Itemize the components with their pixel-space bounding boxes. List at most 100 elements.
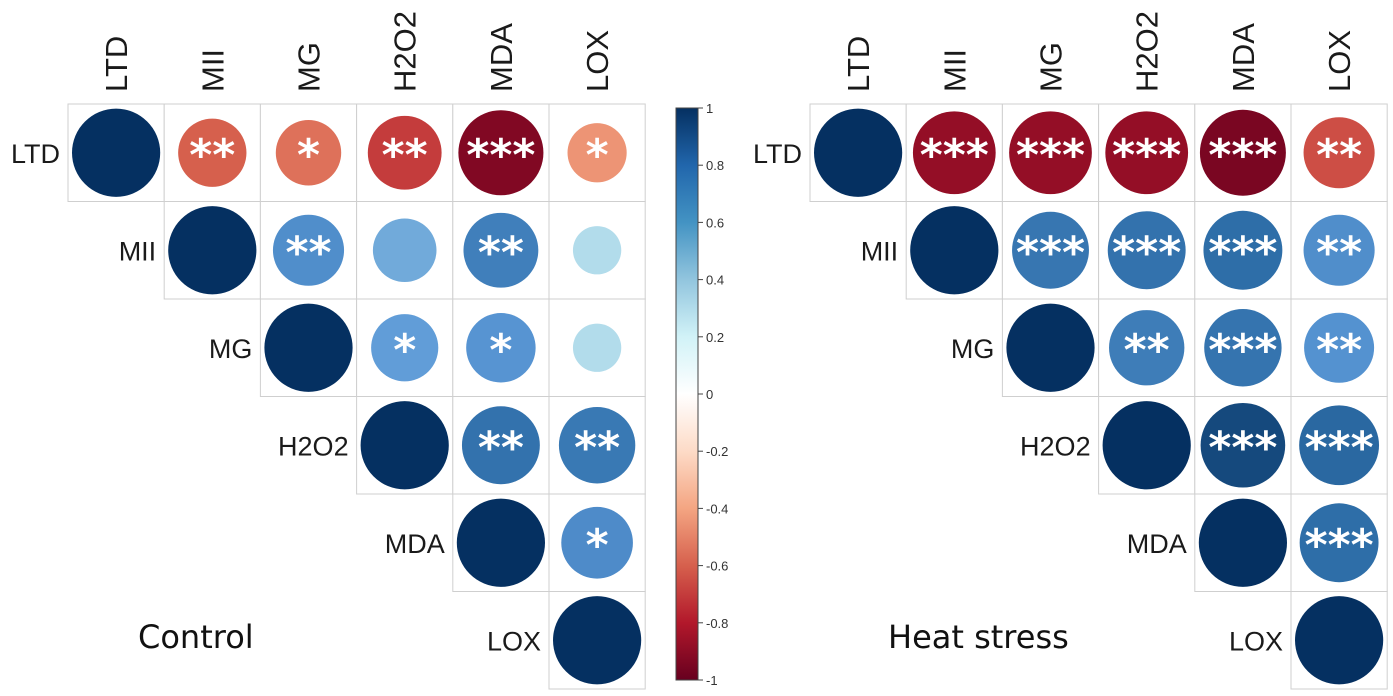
corr-circle-mii-mii bbox=[168, 206, 257, 295]
corr-circle-mii-lox bbox=[1303, 214, 1375, 286]
column-label-mda: MDA bbox=[484, 23, 519, 92]
corr-circle-ltd-lox bbox=[1303, 117, 1375, 189]
panel-title: Control bbox=[138, 618, 254, 656]
corr-circle-ltd-mg bbox=[275, 120, 342, 186]
significance-stars: *** bbox=[1112, 227, 1181, 278]
colorbar: 1 0.8 0.6 0.4 0.2 0 -0.2 -0.4 -0.6 -0.8 -1 bbox=[675, 101, 728, 688]
corr-circle-lox-lox bbox=[553, 596, 642, 685]
significance-stars: *** bbox=[1016, 227, 1085, 278]
row-label-lox: LOX bbox=[487, 626, 541, 656]
column-label-mii: MII bbox=[937, 49, 972, 92]
corr-circle-mii-h2o2 bbox=[1107, 211, 1186, 290]
row-label-ltd: LTD bbox=[753, 139, 802, 169]
corr-circle-h2o2-lox bbox=[558, 407, 636, 484]
corr-circle-h2o2-h2o2 bbox=[360, 401, 449, 490]
column-label-h2o2: H2O2 bbox=[1130, 11, 1165, 92]
panel-title: Heat stress bbox=[888, 618, 1069, 656]
significance-stars: ** bbox=[574, 422, 620, 473]
corr-circle-ltd-lox bbox=[567, 123, 627, 183]
colorbar-tick-label: -0.2 bbox=[706, 444, 728, 459]
row-label-mda: MDA bbox=[385, 529, 445, 559]
corr-circle-mg-h2o2 bbox=[371, 314, 439, 382]
corr-circle-mii-mii bbox=[910, 206, 999, 295]
colorbar-tick-label: 0.4 bbox=[706, 273, 724, 288]
significance-stars: *** bbox=[1208, 227, 1277, 278]
significance-stars: *** bbox=[1016, 130, 1085, 181]
corr-circle-lox-lox bbox=[1295, 596, 1384, 685]
significance-stars: ** bbox=[1124, 325, 1170, 376]
row-label-mg: MG bbox=[951, 334, 995, 364]
corr-circle-h2o2-mda bbox=[1200, 402, 1286, 488]
corr-circle-ltd-h2o2 bbox=[367, 115, 442, 190]
column-label-mii: MII bbox=[195, 49, 230, 92]
significance-stars: ** bbox=[478, 227, 524, 278]
colorbar-gradient bbox=[675, 107, 699, 681]
corr-circle-ltd-h2o2 bbox=[1105, 111, 1189, 195]
column-label-h2o2: H2O2 bbox=[388, 11, 423, 92]
significance-stars: ** bbox=[1316, 227, 1362, 278]
corr-circle-ltd-ltd bbox=[814, 108, 903, 197]
corr-circle-mg-mda bbox=[466, 313, 536, 383]
corr-circle-mii-mda bbox=[1203, 210, 1283, 290]
corr-circle-ltd-mii bbox=[178, 118, 247, 187]
significance-stars: * bbox=[489, 325, 512, 376]
significance-stars: *** bbox=[1208, 130, 1277, 181]
colorbar-tick-label: 0.2 bbox=[706, 330, 724, 345]
significance-stars: ** bbox=[285, 227, 331, 278]
significance-stars: *** bbox=[1208, 422, 1277, 473]
significance-stars: * bbox=[297, 130, 320, 181]
colorbar-tick-label: 1 bbox=[706, 101, 713, 116]
corr-circle-mg-mg bbox=[1006, 303, 1095, 392]
row-label-mg: MG bbox=[209, 334, 253, 364]
corr-circle-mda-lox bbox=[1299, 503, 1379, 583]
corr-circle-ltd-mda bbox=[1199, 109, 1286, 196]
column-label-mda: MDA bbox=[1226, 23, 1261, 92]
colorbar-tick-label: 0 bbox=[706, 387, 713, 402]
corr-circle-mg-h2o2 bbox=[1109, 310, 1185, 386]
column-label-lox: LOX bbox=[580, 30, 615, 92]
colorbar-tick-label: -1 bbox=[706, 673, 718, 688]
colorbar-tick-label: -0.4 bbox=[706, 501, 728, 516]
significance-stars: * bbox=[586, 130, 609, 181]
column-label-ltd: LTD bbox=[99, 36, 134, 92]
significance-stars: *** bbox=[1305, 422, 1374, 473]
column-label-lox: LOX bbox=[1322, 30, 1357, 92]
corr-circle-ltd-mii bbox=[912, 111, 996, 195]
significance-stars: ** bbox=[382, 130, 428, 181]
row-label-mii: MII bbox=[119, 236, 157, 266]
colorbar-tick-label: -0.8 bbox=[706, 616, 728, 631]
corr-circle-mg-mda bbox=[1204, 309, 1282, 387]
corr-circle-h2o2-mda bbox=[461, 406, 540, 485]
corr-circle-ltd-mg bbox=[1009, 111, 1092, 195]
corr-circle-mii-mda bbox=[463, 212, 539, 288]
corr-circle-ltd-ltd bbox=[72, 108, 161, 197]
corr-circle-h2o2-h2o2 bbox=[1102, 401, 1191, 490]
corr-circle-mg-mg bbox=[264, 303, 353, 392]
significance-stars: *** bbox=[1112, 130, 1181, 181]
row-label-ltd: LTD bbox=[11, 139, 60, 169]
corr-circle-mda-lox bbox=[561, 506, 633, 579]
corr-circle-mii-lox bbox=[572, 226, 622, 275]
colorbar-tick-label: -0.6 bbox=[706, 559, 728, 574]
row-label-mii: MII bbox=[861, 236, 899, 266]
row-label-h2o2: H2O2 bbox=[278, 431, 349, 461]
corr-circle-mg-lox bbox=[1304, 312, 1375, 383]
corr-circle-mda-mda bbox=[1198, 498, 1287, 587]
column-label-mg: MG bbox=[1034, 42, 1069, 92]
corr-circle-mg-lox bbox=[572, 323, 622, 372]
colorbar-tick-label: 0.6 bbox=[706, 215, 724, 230]
corr-circle-mii-mg bbox=[1012, 211, 1089, 289]
corr-circle-ltd-mda bbox=[458, 110, 544, 196]
significance-stars: ** bbox=[1316, 130, 1362, 181]
significance-stars: * bbox=[393, 325, 416, 376]
corr-circle-h2o2-lox bbox=[1299, 405, 1380, 486]
row-label-lox: LOX bbox=[1229, 626, 1283, 656]
significance-stars: ** bbox=[478, 422, 524, 473]
significance-stars: *** bbox=[1305, 520, 1374, 571]
row-label-h2o2: H2O2 bbox=[1020, 431, 1091, 461]
significance-stars: ** bbox=[189, 130, 235, 181]
significance-stars: *** bbox=[1208, 325, 1277, 376]
